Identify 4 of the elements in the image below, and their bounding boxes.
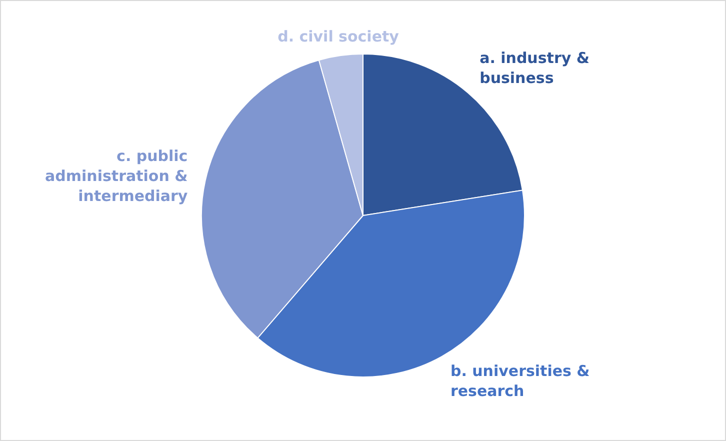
slice-label: d. civil society xyxy=(278,28,400,46)
slice-label: b. universities & research xyxy=(450,362,590,400)
slice-label: c. public administration & intermediary xyxy=(45,146,188,205)
slice-label: a. industry & business xyxy=(480,48,590,87)
